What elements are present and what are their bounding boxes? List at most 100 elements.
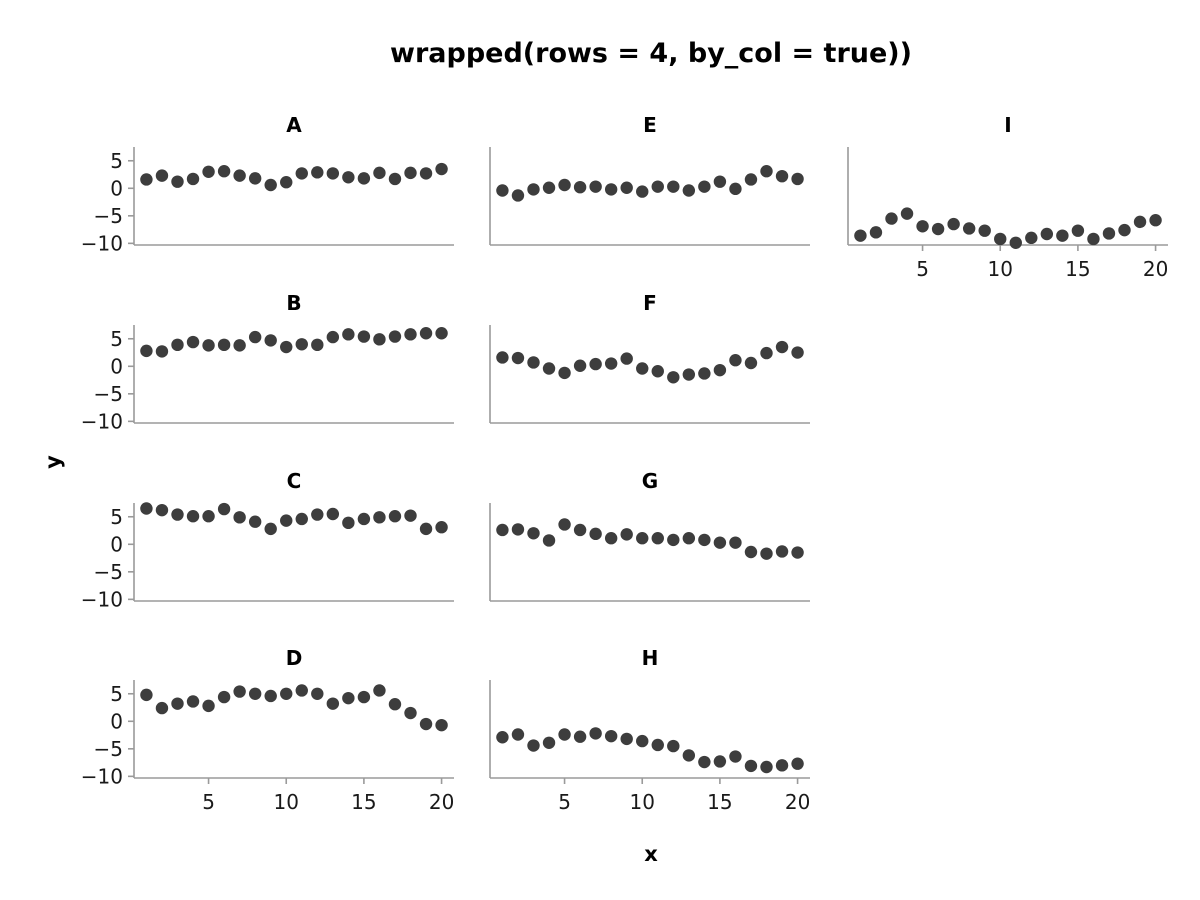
data-point: [682, 749, 696, 762]
data-point: [760, 760, 773, 774]
data-point: [511, 728, 525, 741]
data-point: [140, 173, 153, 186]
data-point: [994, 232, 1007, 246]
data-point: [604, 357, 618, 370]
data-point: [155, 345, 169, 358]
data-point: [931, 222, 945, 236]
data-point: [186, 172, 200, 186]
data-point: [140, 344, 153, 358]
data-point: [978, 224, 991, 237]
data-point: [171, 338, 184, 352]
data-point: [264, 334, 277, 347]
data-point: [217, 502, 231, 516]
data-point: [311, 687, 324, 700]
data-point: [264, 522, 277, 536]
y-tick-label: −10: [81, 587, 123, 611]
data-point: [295, 338, 308, 351]
data-point: [202, 165, 215, 178]
data-point: [342, 328, 355, 341]
data-point: [667, 533, 680, 547]
data-point: [775, 340, 789, 354]
data-point: [295, 512, 308, 526]
data-point: [511, 189, 525, 202]
data-point: [651, 532, 664, 545]
data-point: [326, 697, 340, 710]
data-point: [698, 180, 711, 193]
data-point: [373, 166, 386, 180]
data-point: [682, 368, 696, 381]
data-point: [698, 367, 711, 380]
data-point: [698, 755, 711, 769]
data-point: [1149, 214, 1162, 227]
y-tick-label: −5: [94, 560, 123, 584]
y-tick-label: 0: [110, 354, 123, 378]
data-point: [186, 695, 200, 708]
data-point: [342, 516, 355, 530]
data-point: [264, 689, 277, 703]
x-axis-label: x: [644, 842, 658, 866]
x-tick-label: 15: [707, 790, 732, 814]
data-point: [791, 346, 804, 359]
data-point: [729, 750, 742, 763]
data-point: [775, 545, 789, 558]
panel-title: F: [643, 291, 657, 315]
data-point: [511, 523, 525, 536]
data-point: [651, 365, 664, 378]
data-point: [589, 180, 602, 193]
data-point: [651, 738, 664, 752]
data-point: [511, 351, 525, 365]
data-point: [171, 175, 184, 188]
facet-panel: H 5 10 15 20: [489, 646, 810, 814]
data-point: [373, 333, 386, 346]
data-point: [233, 685, 246, 698]
data-point: [496, 523, 509, 537]
data-point: [744, 356, 758, 370]
data-point: [248, 330, 262, 344]
data-point: [357, 512, 371, 526]
data-point: [620, 732, 633, 746]
data-point: [326, 330, 340, 344]
data-point: [573, 359, 587, 372]
data-point: [573, 180, 587, 194]
facet-panel: I 5 10 15 20: [847, 113, 1168, 281]
data-point: [496, 731, 509, 744]
data-point: [573, 523, 587, 537]
data-point: [435, 521, 448, 534]
panel-title: I: [1004, 113, 1011, 137]
data-point: [295, 684, 308, 697]
x-tick-label: 20: [429, 790, 454, 814]
data-point: [419, 522, 433, 536]
data-point: [620, 352, 633, 365]
data-point: [311, 166, 324, 179]
data-point: [140, 688, 153, 702]
data-point: [713, 175, 727, 188]
data-point: [682, 532, 696, 545]
data-point: [373, 684, 386, 697]
data-point: [527, 183, 540, 196]
data-point: [713, 755, 727, 768]
data-point: [186, 510, 200, 523]
data-point: [558, 366, 571, 380]
data-point: [496, 184, 509, 197]
data-point: [202, 339, 215, 352]
y-tick-label: 5: [110, 505, 123, 529]
data-point: [217, 165, 231, 178]
facet-panel: E: [489, 113, 810, 246]
data-point: [1056, 229, 1069, 242]
data-point: [233, 511, 246, 524]
facet-panel: F: [489, 291, 810, 424]
x-tick-label: 15: [1065, 257, 1090, 281]
data-point: [311, 508, 324, 521]
data-point: [760, 547, 773, 560]
data-point: [760, 346, 773, 360]
data-point: [620, 181, 633, 194]
data-point: [916, 220, 929, 233]
data-point: [1133, 215, 1147, 229]
data-point: [155, 503, 169, 517]
panel-title: H: [642, 646, 659, 670]
facet-panel: D 5 0 −5 −10 5 10 15 20: [81, 646, 455, 814]
data-point: [1087, 232, 1100, 246]
data-point: [280, 514, 293, 527]
y-tick-label: −5: [94, 737, 123, 761]
data-point: [558, 178, 571, 192]
